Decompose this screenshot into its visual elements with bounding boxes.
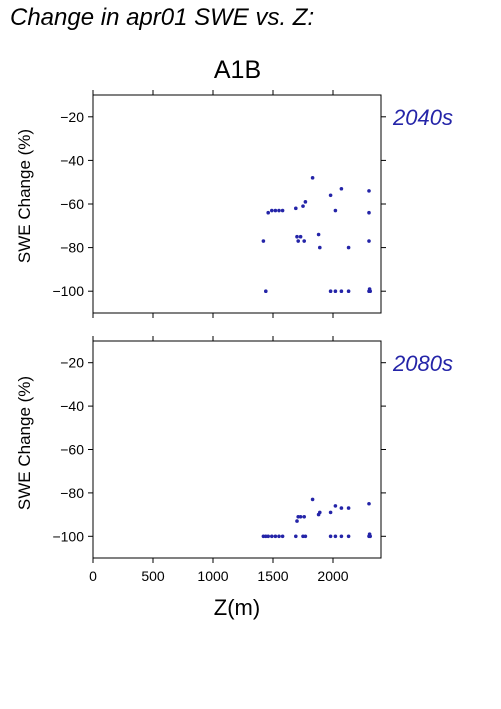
data-point [295,519,299,523]
data-point [273,208,278,213]
scenario-label: A1B [213,56,262,84]
data-point [346,289,351,294]
data-point [302,514,307,519]
data-point [310,176,315,180]
data-point [298,234,303,239]
data-point [368,289,373,294]
data-point [266,210,271,215]
data-point [328,534,333,539]
data-point [328,289,333,294]
y-axis-label: SWE Change (%) [15,129,34,263]
data-point [294,206,298,211]
x-tick-label: 2000 [317,568,348,584]
data-point [339,506,344,510]
data-point [367,210,371,215]
data-point [318,510,322,515]
data-point [367,501,371,506]
data-point [302,239,307,243]
y-tick-label: −100 [52,283,84,299]
data-point [333,504,338,508]
y-tick-label: −60 [60,196,84,212]
data-point [367,189,371,193]
panel-label-2040s: 2040s [392,105,453,130]
data-point [280,534,285,539]
data-point [261,239,266,243]
data-point [328,510,333,515]
plot-frame-2040s [92,94,382,314]
data-point [296,239,301,243]
data-point [318,245,322,250]
y-axis-label: SWE Change (%) [15,376,34,510]
data-point [346,534,351,539]
data-point [280,208,285,213]
data-point [310,497,315,502]
data-point [346,506,351,510]
data-point [303,200,308,204]
y-tick-label: −100 [52,528,84,544]
data-point [270,534,274,539]
data-point [333,289,338,294]
y-tick-label: −60 [60,442,84,458]
data-point [367,239,371,243]
x-tick-label: 0 [89,568,97,584]
data-point [303,534,308,539]
figure-title: Change in apr01 SWE vs. Z: [10,4,315,31]
data-point [295,234,299,239]
data-point [298,514,303,519]
x-tick-label: 1000 [197,568,228,584]
x-tick-label: 1500 [257,568,288,584]
data-point [346,245,351,250]
data-point [277,208,281,213]
plot-frame-2080s [92,340,382,559]
x-axis-label: Z(m) [214,595,260,620]
y-tick-label: −20 [60,109,84,125]
data-point [301,204,305,208]
data-point [270,208,274,213]
data-point [316,232,321,237]
x-tick-label: 500 [141,568,165,584]
data-point [339,186,344,191]
data-point [266,534,271,539]
data-point [339,534,344,539]
panel-label-2080s: 2080s [392,351,453,376]
y-tick-label: −80 [60,485,84,501]
data-point [273,534,278,539]
data-point [333,534,338,539]
data-point [294,534,298,539]
data-point [368,534,373,539]
y-tick-label: −80 [60,240,84,256]
y-tick-label: −40 [60,398,84,414]
data-point [339,289,344,294]
data-point [328,193,333,198]
data-point [277,534,281,539]
data-point [333,208,338,213]
y-tick-label: −20 [60,355,84,371]
data-point [264,289,268,294]
y-tick-label: −40 [60,152,84,168]
